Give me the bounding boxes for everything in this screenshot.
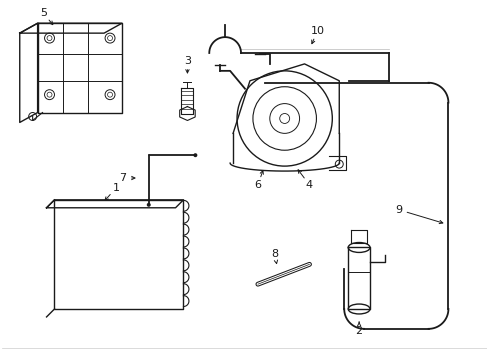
Text: 2: 2: [355, 326, 362, 336]
Text: 10: 10: [310, 26, 324, 36]
Text: 9: 9: [394, 205, 402, 215]
Text: 1: 1: [112, 183, 119, 193]
Text: 8: 8: [271, 249, 278, 260]
Circle shape: [146, 203, 150, 207]
Text: 6: 6: [254, 180, 261, 190]
Text: 3: 3: [183, 56, 190, 66]
Text: 7: 7: [119, 173, 126, 183]
Text: 5: 5: [40, 8, 47, 18]
Circle shape: [193, 153, 197, 157]
Text: 4: 4: [305, 180, 312, 190]
